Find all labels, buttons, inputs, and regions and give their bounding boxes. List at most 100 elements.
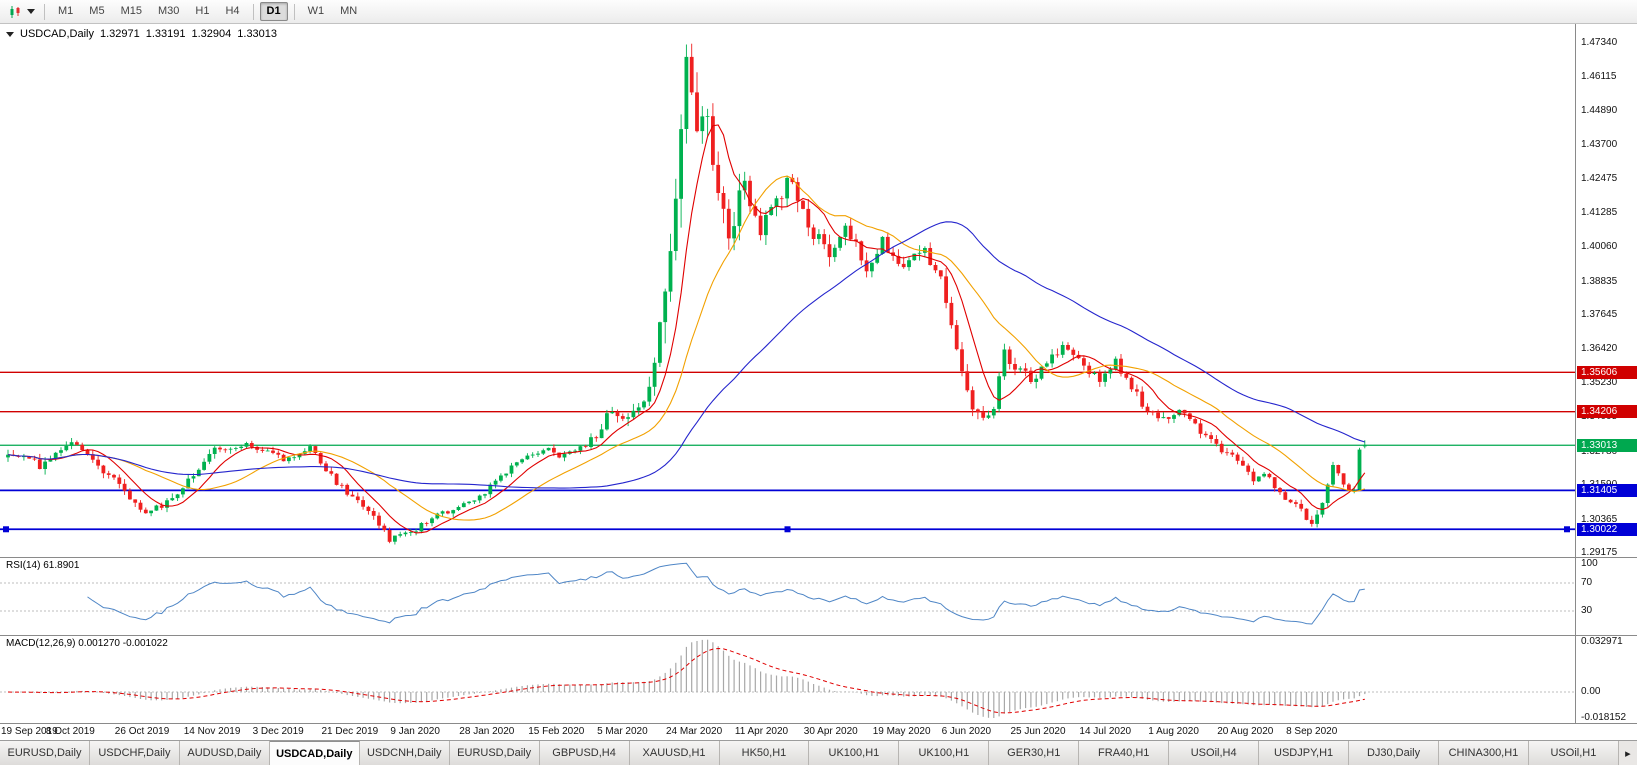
main-toolbar: M1 M5 M15 M30 H1 H4 D1 W1 MN xyxy=(0,0,1637,24)
price-axis[interactable]: 1.47340 1.46115 1.44890 1.43700 1.42475 1.412… xyxy=(1575,24,1637,557)
price-chart-panel: 1.47340 1.46115 1.44890 1.43700 1.42475 1.412… xyxy=(0,24,1637,558)
timeframe-button-m1[interactable]: M1 xyxy=(58,5,74,17)
macd-label: MACD(12,26,9) 0.001270 -0.001022 xyxy=(6,638,168,649)
macd-indicator-panel: 0.032971 0.00 -0.018152 MACD(12,26,9) 0.00… xyxy=(0,636,1637,724)
timeframe-button-h1[interactable]: H1 xyxy=(195,5,210,17)
price-axis-label: 1.36420 xyxy=(1581,343,1618,355)
time-axis-label: 3 Dec 2019 xyxy=(252,726,304,737)
chart-tabs-bar: EURUSD,Daily USDCHF,Daily AUDUSD,Daily USDC… xyxy=(0,740,1637,765)
symbol-timeframe-label: USDCAD,Daily xyxy=(20,28,94,40)
price-axis-label: 1.38835 xyxy=(1581,275,1618,287)
chevron-down-icon xyxy=(27,9,35,14)
rsi-axis[interactable]: 100 70 30 xyxy=(1575,558,1637,635)
price-tag-1.33013: 1.33013 xyxy=(1577,438,1637,452)
timeframe-button-mn[interactable]: MN xyxy=(340,5,358,17)
chart-window: 1.47340 1.46115 1.44890 1.43700 1.42475 1.412… xyxy=(0,24,1637,740)
chart-tab-dj30-daily-15[interactable]: DJ30,Daily xyxy=(1349,741,1439,765)
price-axis-label: 1.40060 xyxy=(1581,241,1618,253)
macd-canvas[interactable] xyxy=(0,636,1575,724)
macd-histogram xyxy=(12,639,1366,718)
time-axis-label: 26 Oct 2019 xyxy=(114,726,170,737)
symbol-menu-caret-icon[interactable] xyxy=(6,31,14,37)
chart-ohlc-info: USDCAD,Daily 1.32971 1.33191 1.32904 1.3… xyxy=(6,28,277,40)
time-axis-label: 15 Feb 2020 xyxy=(528,726,585,737)
chart-tab-eurusd-daily-0[interactable]: EURUSD,Daily xyxy=(0,741,90,765)
ma-21-line xyxy=(7,175,1365,521)
open-value: 1.32971 xyxy=(99,28,140,40)
time-axis-label: 8 Oct 2019 xyxy=(45,726,95,737)
timeframe-button-m5[interactable]: M5 xyxy=(89,5,105,17)
chart-tab-usdjpy-h1-14[interactable]: USDJPY,H1 xyxy=(1259,741,1350,765)
time-axis-label: 5 Mar 2020 xyxy=(597,726,648,737)
chart-tab-xauusd-h1-7[interactable]: XAUUSD,H1 xyxy=(629,741,720,765)
chart-tab-china300-h1-16[interactable]: CHINA300,H1 xyxy=(1439,741,1529,765)
time-axis-label: 1 Aug 2020 xyxy=(1148,726,1199,737)
ma-55-line xyxy=(7,221,1365,489)
hline-selection-handle[interactable] xyxy=(3,526,9,533)
chart-tab-gbpusd-h4-6[interactable]: GBPUSD,H4 xyxy=(539,741,630,765)
chart-tab-usoil-h4-13[interactable]: USOil,H4 xyxy=(1169,741,1260,765)
macd-axis-label: 0.00 xyxy=(1581,686,1601,698)
chart-tab-audusd-daily-2[interactable]: AUDUSD,Daily xyxy=(179,741,270,765)
time-axis[interactable]: 19 Sep 2019 8 Oct 2019 26 Oct 2019 14 Nov 2… xyxy=(0,724,1637,740)
chart-tab-fra40-h1-12[interactable]: FRA40,H1 xyxy=(1079,741,1170,765)
chart-tab-ger30-h1-11[interactable]: GER30,H1 xyxy=(989,741,1080,765)
time-axis-label: 28 Jan 2020 xyxy=(459,726,515,737)
hline-selection-handle[interactable] xyxy=(784,526,791,533)
time-axis-label: 19 May 2020 xyxy=(872,726,931,737)
candlestick-chart-icon xyxy=(10,5,20,18)
time-axis-label: 24 Mar 2020 xyxy=(666,726,723,737)
chart-tab-usdcad-daily-3[interactable]: USDCAD,Daily xyxy=(269,741,360,765)
price-axis-label: 1.29175 xyxy=(1581,547,1618,557)
time-axis-label: 20 Aug 2020 xyxy=(1217,726,1274,737)
time-axis-label: 21 Dec 2019 xyxy=(321,726,379,737)
chart-tab-uk100-h1-9[interactable]: UK100,H1 xyxy=(809,741,900,765)
low-value: 1.32904 xyxy=(191,28,232,40)
rsi-line xyxy=(87,562,1365,625)
macd-axis-label: -0.018152 xyxy=(1581,712,1627,723)
toolbar-separator xyxy=(44,3,45,20)
price-chart-canvas[interactable] xyxy=(0,24,1575,558)
chart-tab-hk50-h1-8[interactable]: HK50,H1 xyxy=(719,741,810,765)
chart-type-button[interactable] xyxy=(4,3,39,21)
timeframe-button-m30[interactable]: M30 xyxy=(157,5,180,17)
timeframe-button-h4[interactable]: H4 xyxy=(225,5,240,17)
price-tag-1.31405: 1.31405 xyxy=(1577,483,1637,497)
price-axis-label: 1.35230 xyxy=(1581,376,1618,388)
price-axis-label: 1.41285 xyxy=(1581,206,1618,218)
chart-tab-usdchf-daily-1[interactable]: USDCHF,Daily xyxy=(89,741,180,765)
macd-signal-line xyxy=(7,647,1365,714)
time-axis-label: 30 Apr 2020 xyxy=(803,726,858,737)
rsi-axis-label: 30 xyxy=(1581,605,1593,616)
time-axis-label: 11 Apr 2020 xyxy=(734,726,789,737)
price-axis-label: 1.30365 xyxy=(1581,513,1618,525)
tabs-scroll-right-icon[interactable]: ▸ xyxy=(1618,741,1637,765)
price-axis-label: 1.47340 xyxy=(1581,36,1618,48)
rsi-canvas[interactable] xyxy=(0,558,1575,636)
toolbar-separator xyxy=(252,3,254,20)
timeframe-button-d1[interactable]: D1 xyxy=(259,2,288,21)
rsi-label: RSI(14) 61.8901 xyxy=(6,560,80,571)
macd-axis[interactable]: 0.032971 0.00 -0.018152 xyxy=(1575,636,1637,723)
price-tag-1.30022: 1.30022 xyxy=(1577,522,1637,536)
hline-selection-handle[interactable] xyxy=(1564,526,1570,533)
toolbar-separator xyxy=(293,3,295,20)
time-axis-label: 8 Sep 2020 xyxy=(1286,726,1338,737)
ma-8-line xyxy=(7,124,1366,534)
price-axis-label: 1.44890 xyxy=(1581,105,1618,117)
time-axis-label: 9 Jan 2020 xyxy=(390,726,440,737)
timeframe-toolbar: M1 M5 M15 M30 H1 H4 D1 W1 MN xyxy=(50,2,365,21)
time-axis-label: 6 Jun 2020 xyxy=(941,726,992,737)
candles xyxy=(6,43,1367,545)
chart-tab-usoil-h1-17[interactable]: USOil,H1 xyxy=(1528,741,1619,765)
timeframe-button-m15[interactable]: M15 xyxy=(120,5,142,17)
price-tag-1.35606: 1.35606 xyxy=(1577,365,1637,379)
chart-tab-uk100-h1-10[interactable]: UK100,H1 xyxy=(899,741,990,765)
time-axis-label: 25 Jun 2020 xyxy=(1010,726,1066,737)
chart-tab-eurusd-daily-5[interactable]: EURUSD,Daily xyxy=(449,741,540,765)
timeframe-button-w1[interactable]: W1 xyxy=(307,5,325,17)
price-axis-label: 1.43700 xyxy=(1581,138,1618,150)
high-value: 1.33191 xyxy=(145,28,186,40)
close-value: 1.33013 xyxy=(237,28,278,40)
chart-tab-usdcnh-daily-4[interactable]: USDCNH,Daily xyxy=(359,741,450,765)
